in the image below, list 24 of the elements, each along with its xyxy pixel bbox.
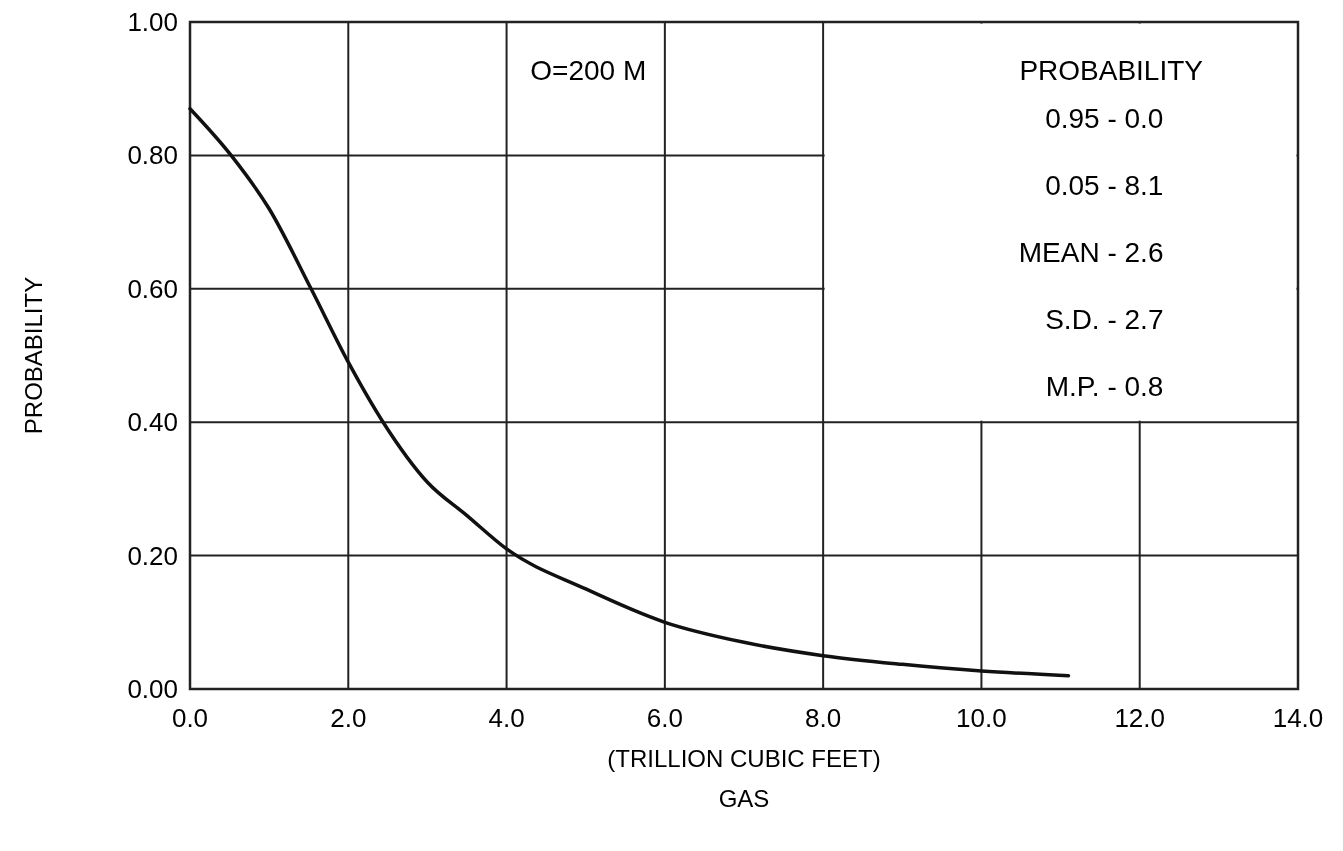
y-tick-label: 0.20 (127, 540, 178, 571)
annotation: 0.95 - 0.0 (1045, 103, 1164, 134)
annotation: PROBABILITY (1019, 55, 1204, 86)
y-axis-title: PROBABILITY (20, 276, 47, 435)
x-tick-label: 4.0 (488, 703, 525, 733)
x-tick-label: 12.0 (1114, 703, 1166, 733)
annotation: S.D. - 2.7 (1045, 304, 1164, 335)
x-axis-title: GAS (718, 785, 770, 812)
x-tick-label: 8.0 (805, 703, 842, 733)
annotation: 0.05 - 8.1 (1045, 170, 1164, 201)
y-tick-label: 0.00 (127, 674, 178, 704)
annotation: O=200 M (530, 55, 647, 86)
x-tick-label: 2.0 (330, 703, 367, 733)
x-tick-label: 10.0 (956, 703, 1007, 733)
x-tick-label: 14.0 (1272, 703, 1324, 733)
text: (TRILLION CUBIC FEET) (607, 745, 881, 772)
y-tick-label: 1.00 (127, 7, 178, 37)
annotation: M.P. - 0.8 (1045, 371, 1164, 402)
x-tick-label: 6.0 (646, 703, 683, 733)
y-tick-label: 0.40 (127, 407, 178, 438)
y-tick-label: 0.80 (127, 140, 178, 171)
annotation: MEAN - 2.6 (1018, 237, 1164, 268)
x-tick-label: 0.0 (171, 703, 209, 733)
y-tick-label: 0.60 (127, 273, 178, 304)
